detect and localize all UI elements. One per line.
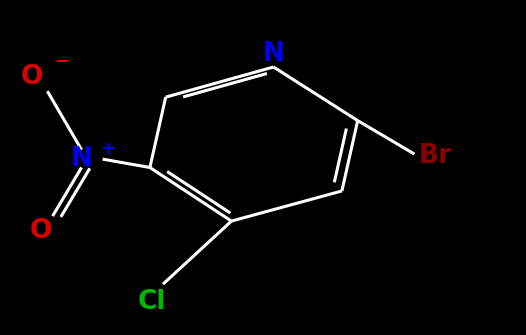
Text: O: O [30, 218, 52, 244]
Text: +: + [100, 140, 115, 158]
Text: N: N [262, 41, 285, 67]
Text: N: N [70, 146, 93, 172]
Text: Br: Br [418, 143, 451, 169]
Text: O: O [21, 64, 43, 90]
Text: −: − [55, 53, 69, 71]
Text: Cl: Cl [137, 289, 166, 315]
